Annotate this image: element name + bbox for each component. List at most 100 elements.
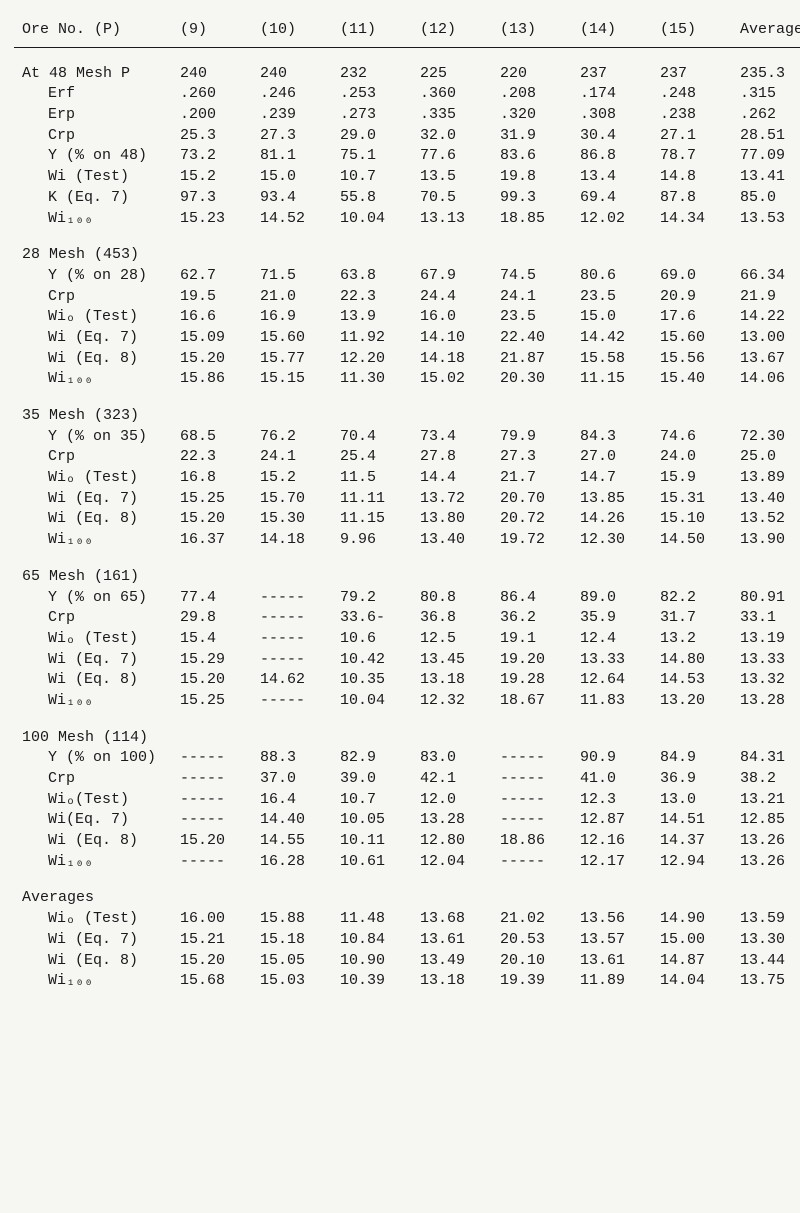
section-title-value [336,406,416,427]
row-value: 9.96 [336,530,416,551]
row-value: .248 [656,84,736,105]
row-value: 13.68 [416,909,496,930]
row-label: Y (% on 48) [14,146,176,167]
row-value: .320 [496,105,576,126]
section-title-row: 65 Mesh (161) [14,567,800,588]
row-value: 28.51 [736,126,800,147]
row-value: 11.48 [336,909,416,930]
row-label: Y (% on 65) [14,588,176,609]
row-value: 62.7 [176,266,256,287]
row-label: Wi (Eq. 7) [14,489,176,510]
section-title-value [176,888,256,909]
row-value: 14.53 [656,670,736,691]
row-value: 15.31 [656,489,736,510]
row-label: Erf [14,84,176,105]
section-title-value [496,245,576,266]
row-value: 21.02 [496,909,576,930]
row-value: 14.06 [736,369,800,390]
row-value: 14.10 [416,328,496,349]
row-label: Wi (Test) [14,167,176,188]
row-value: 31.7 [656,608,736,629]
row-value: 13.41 [736,167,800,188]
section-title-value [176,567,256,588]
table-row: Wi(Eq. 7)-----14.4010.0513.28-----12.871… [14,810,800,831]
row-value: 13.72 [416,489,496,510]
section-title-value: 220 [496,64,576,85]
header-label: Ore No. (P) [14,20,176,47]
row-value: 15.30 [256,509,336,530]
row-value: 23.5 [576,287,656,308]
section-title-value [176,728,256,749]
section-title-value [656,245,736,266]
row-label: Crp [14,126,176,147]
row-value: 14.37 [656,831,736,852]
row-value: 15.60 [656,328,736,349]
row-value: 22.40 [496,328,576,349]
row-value: 20.9 [656,287,736,308]
row-label: Wi (Eq. 7) [14,328,176,349]
row-value: 13.49 [416,951,496,972]
section-title-value [416,567,496,588]
row-value: 21.87 [496,349,576,370]
row-value: .253 [336,84,416,105]
table-row: Wiₒ (Test)16.616.913.916.023.515.017.614… [14,307,800,328]
row-value: 13.28 [736,691,800,712]
row-value: 12.3 [576,790,656,811]
table-row: Wi (Eq. 8)15.2015.0510.9013.4920.1013.61… [14,951,800,972]
section-title-value: 225 [416,64,496,85]
row-label: Wi₁₀₀ [14,971,176,992]
row-value: 76.2 [256,427,336,448]
row-value: 18.67 [496,691,576,712]
row-label: Wi (Eq. 8) [14,670,176,691]
row-value: 24.0 [656,447,736,468]
row-value: 14.26 [576,509,656,530]
section-title-value [576,406,656,427]
section-title-value [656,888,736,909]
row-value: 13.9 [336,307,416,328]
row-value: 15.25 [176,489,256,510]
row-label: Wiₒ (Test) [14,307,176,328]
row-label: Wi (Eq. 8) [14,831,176,852]
row-value: 20.10 [496,951,576,972]
row-value: 15.09 [176,328,256,349]
row-value: 14.7 [576,468,656,489]
row-value: 10.11 [336,831,416,852]
table-row: Wi (Eq. 8)15.2015.3011.1513.8020.7214.26… [14,509,800,530]
row-value: 11.5 [336,468,416,489]
table-row: Wi₁₀₀-----16.2810.6112.04-----12.1712.94… [14,852,800,873]
table-row: Erf.260.246.253.360.208.174.248.315 [14,84,800,105]
row-value: 35.9 [576,608,656,629]
row-value: 13.4 [576,167,656,188]
section-title-value [736,245,800,266]
row-value: 15.40 [656,369,736,390]
row-label: Y (% on 100) [14,748,176,769]
section-title-value [736,888,800,909]
row-value: 24.1 [256,447,336,468]
row-value: 13.61 [576,951,656,972]
row-value: ----- [496,852,576,873]
row-value: 19.1 [496,629,576,650]
row-value: 13.00 [736,328,800,349]
row-value: 36.9 [656,769,736,790]
section-title-value [656,406,736,427]
row-value: 13.2 [656,629,736,650]
header-col-9: (9) [176,20,256,47]
table-row: Crp25.327.329.032.031.930.427.128.51 [14,126,800,147]
row-value: 24.1 [496,287,576,308]
row-value: 13.33 [736,650,800,671]
section-title-value [496,406,576,427]
row-label: Wi₁₀₀ [14,691,176,712]
section-title-row: 100 Mesh (114) [14,728,800,749]
row-label: Wiₒ (Test) [14,629,176,650]
row-value: 13.40 [416,530,496,551]
section-title-value [256,728,336,749]
row-label: Wi₁₀₀ [14,852,176,873]
row-value: 17.6 [656,307,736,328]
section-title-value [576,728,656,749]
row-value: 13.85 [576,489,656,510]
row-value: 10.7 [336,790,416,811]
row-value: 14.04 [656,971,736,992]
row-value: 11.30 [336,369,416,390]
row-value: 15.77 [256,349,336,370]
row-value: 14.87 [656,951,736,972]
